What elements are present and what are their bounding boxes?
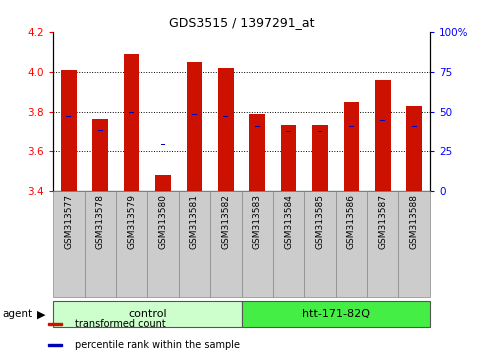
Bar (53, 191, 85, 297)
Title: GDS3515 / 1397291_at: GDS3515 / 1397291_at (169, 16, 314, 29)
Bar (224, 116, 228, 117)
Text: GSM313584: GSM313584 (284, 194, 293, 249)
Bar (48, 344, 62, 346)
Bar (318, 131, 322, 132)
Bar (249, 114, 265, 191)
Bar (67, 116, 71, 117)
Bar (192, 114, 197, 115)
Bar (98, 130, 102, 131)
Text: GSM313588: GSM313588 (410, 194, 419, 249)
Bar (381, 120, 385, 121)
Text: transformed count: transformed count (75, 319, 166, 329)
Bar (48, 323, 62, 325)
Bar (85, 191, 116, 297)
Bar (210, 191, 242, 297)
Bar (161, 144, 165, 145)
Text: GSM313578: GSM313578 (96, 194, 105, 249)
Bar (343, 102, 359, 191)
Text: GSM313579: GSM313579 (127, 194, 136, 249)
Bar (218, 68, 234, 191)
Text: agent: agent (2, 309, 32, 319)
Text: GSM313577: GSM313577 (64, 194, 73, 249)
Text: GSM313581: GSM313581 (190, 194, 199, 249)
Text: htt-171-82Q: htt-171-82Q (302, 309, 369, 319)
Text: ▶: ▶ (37, 309, 45, 319)
Bar (273, 191, 304, 297)
Text: GSM313582: GSM313582 (221, 194, 230, 249)
Bar (147, 191, 179, 297)
Bar (312, 125, 328, 191)
Text: GSM313587: GSM313587 (378, 194, 387, 249)
Text: GSM313583: GSM313583 (253, 194, 262, 249)
Bar (53, 301, 242, 327)
Bar (116, 191, 147, 297)
Bar (349, 126, 354, 127)
Bar (255, 126, 259, 127)
Bar (129, 112, 134, 113)
Bar (412, 126, 416, 127)
Text: GSM313585: GSM313585 (315, 194, 325, 249)
Bar (367, 191, 398, 297)
Bar (186, 62, 202, 191)
Bar (155, 175, 171, 191)
Text: GSM313580: GSM313580 (158, 194, 168, 249)
Bar (281, 125, 297, 191)
Bar (336, 191, 367, 297)
Bar (61, 70, 77, 191)
Text: percentile rank within the sample: percentile rank within the sample (75, 340, 241, 350)
Bar (375, 80, 391, 191)
Text: GSM313586: GSM313586 (347, 194, 356, 249)
Bar (179, 191, 210, 297)
Bar (124, 54, 140, 191)
Bar (286, 131, 291, 132)
Bar (304, 191, 336, 297)
Bar (406, 105, 422, 191)
Bar (92, 120, 108, 191)
Text: control: control (128, 309, 167, 319)
Bar (398, 191, 430, 297)
Bar (242, 301, 430, 327)
Bar (242, 191, 273, 297)
